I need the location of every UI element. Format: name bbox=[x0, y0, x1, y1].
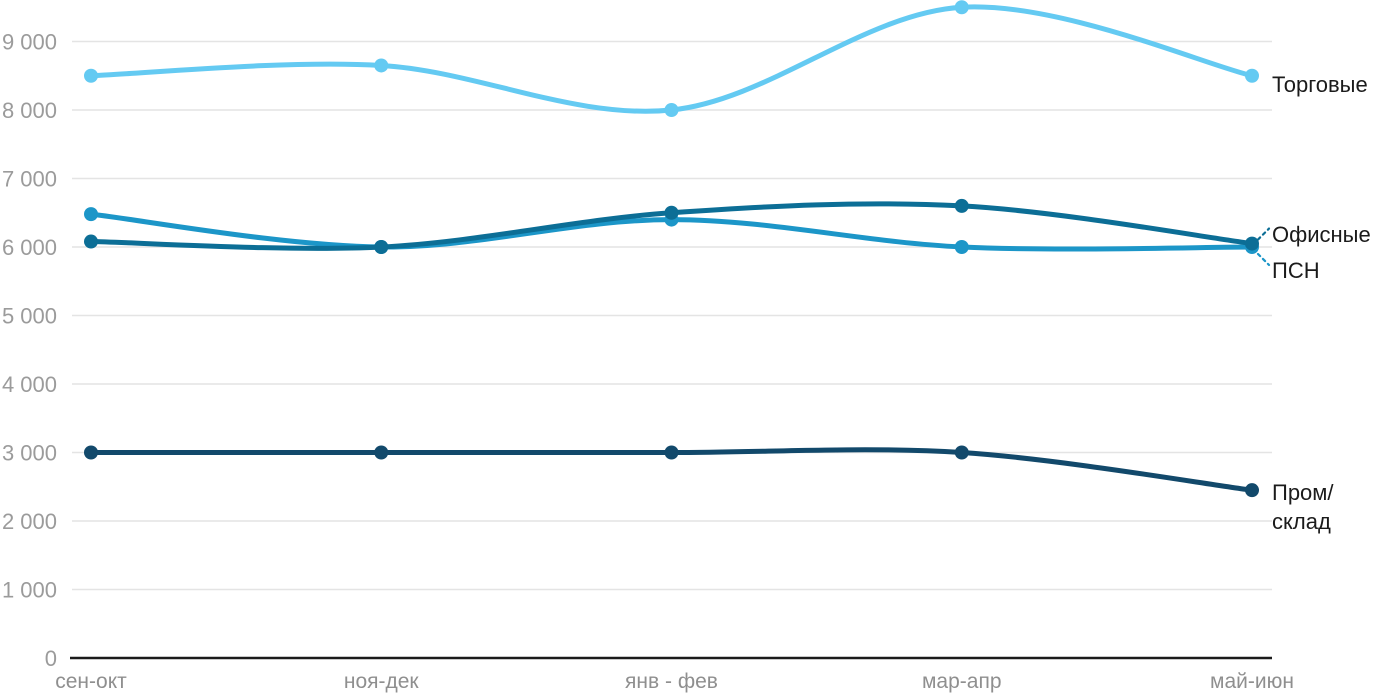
y-tick-label: 3 000 bbox=[2, 441, 57, 466]
series-line-Торговые bbox=[88, 4, 1255, 114]
x-tick-label: янв - фев bbox=[625, 670, 718, 693]
data-point-Пром/склад bbox=[374, 445, 389, 460]
data-point-Торговые bbox=[664, 103, 679, 117]
data-point-Торговые bbox=[374, 58, 389, 73]
y-tick-label: 9 000 bbox=[2, 30, 57, 55]
leader-line-ПСН bbox=[1256, 252, 1271, 267]
x-tick-label: ноя-дек bbox=[344, 670, 420, 693]
data-point-Офисные bbox=[954, 198, 969, 213]
y-tick-label: 8 000 bbox=[2, 98, 57, 123]
data-point-Торговые bbox=[1245, 68, 1259, 83]
y-tick-label: 1 000 bbox=[2, 578, 57, 603]
data-point-ПСН bbox=[84, 207, 98, 222]
series-label-ofisnye: Офисные bbox=[1272, 221, 1371, 247]
data-point-Пром/склад bbox=[664, 445, 679, 460]
data-point-Офисные bbox=[84, 234, 98, 249]
x-tick-label: мар-апр bbox=[922, 670, 1002, 693]
y-tick-label: 7 000 bbox=[2, 167, 57, 192]
series-label-torgovye: Торговые bbox=[1272, 71, 1368, 97]
series-label-prom-sklad: Пром/ склад bbox=[1272, 480, 1334, 535]
x-tick-label: сен-окт bbox=[55, 670, 127, 693]
y-tick-label: 6 000 bbox=[2, 235, 57, 260]
data-point-Пром/склад bbox=[84, 445, 98, 460]
data-point-Пром/склад bbox=[1245, 483, 1259, 498]
x-tick-label: май-июн bbox=[1210, 670, 1294, 693]
data-point-Офисные bbox=[664, 205, 679, 220]
leader-line-Офисные bbox=[1256, 227, 1271, 241]
y-tick-label: 2 000 bbox=[2, 509, 57, 534]
data-point-Торговые bbox=[954, 0, 969, 15]
y-tick-label: 5 000 bbox=[2, 304, 57, 329]
data-point-ПСН bbox=[954, 240, 969, 254]
data-point-Офисные bbox=[374, 240, 389, 254]
y-tick-label: 4 000 bbox=[2, 372, 57, 397]
data-point-Офисные bbox=[1245, 236, 1259, 251]
y-tick-label: 0 bbox=[45, 646, 57, 671]
data-point-Торговые bbox=[84, 68, 98, 83]
series-label-psn: ПСН bbox=[1272, 258, 1320, 283]
data-point-Пром/склад bbox=[954, 445, 969, 460]
